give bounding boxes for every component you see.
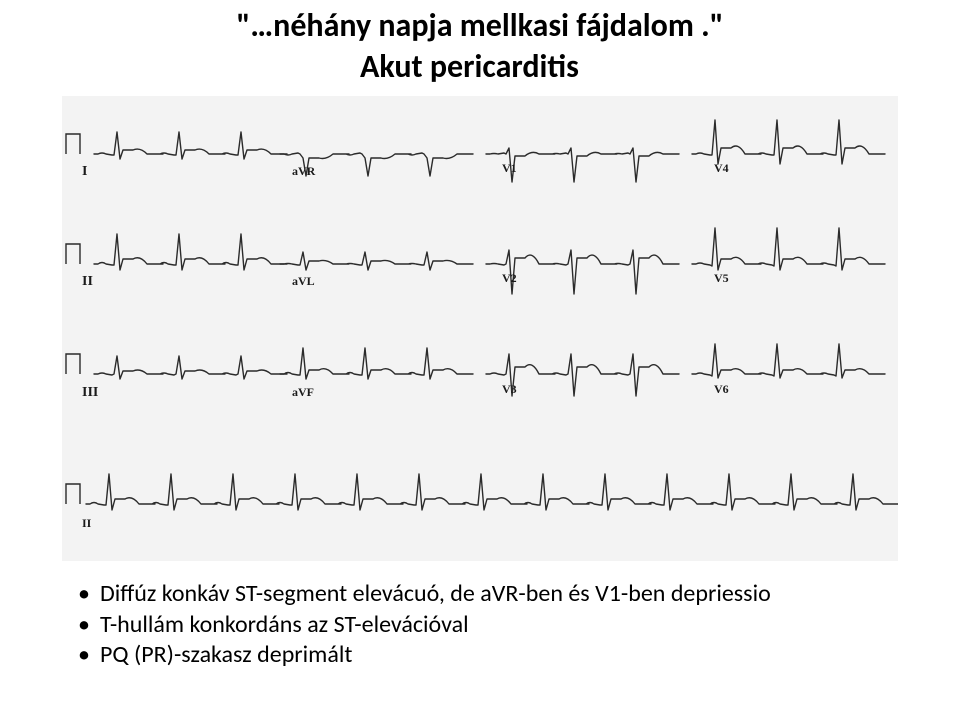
lead-label-V5: V5 xyxy=(714,271,729,286)
bullet-list: Diffúz konkáv ST-segment elevácuó, de aV… xyxy=(78,579,960,671)
lead-label-II: II xyxy=(82,274,93,290)
lead-label-aVL: aVL xyxy=(292,274,315,289)
lead-label-II: II xyxy=(82,516,91,531)
ecg-traces xyxy=(62,96,898,561)
list-item: PQ (PR)-szakasz deprimált xyxy=(78,640,960,671)
lead-label-V2: V2 xyxy=(502,271,517,286)
list-item: Diffúz konkáv ST-segment elevácuó, de aV… xyxy=(78,579,960,610)
lead-label-aVF: aVF xyxy=(292,385,314,400)
list-item: T-hullám konkordáns az ST-elevációval xyxy=(78,610,960,641)
lead-label-V3: V3 xyxy=(502,382,517,397)
lead-label-V1: V1 xyxy=(502,161,517,176)
lead-label-III: III xyxy=(82,385,98,401)
ecg-panel: IaVR V1 V4 II aVL V2 V5 III aVF V3 V6 II xyxy=(62,96,898,561)
lead-label-aVR: aVR xyxy=(292,164,315,179)
page-title: "…néhány napja mellkasi fájdalom ." xyxy=(0,0,960,45)
lead-label-I: I xyxy=(82,164,87,180)
page-subtitle: Akut pericarditis xyxy=(0,45,960,86)
lead-label-V4: V4 xyxy=(714,161,729,176)
lead-label-V6: V6 xyxy=(714,382,729,397)
